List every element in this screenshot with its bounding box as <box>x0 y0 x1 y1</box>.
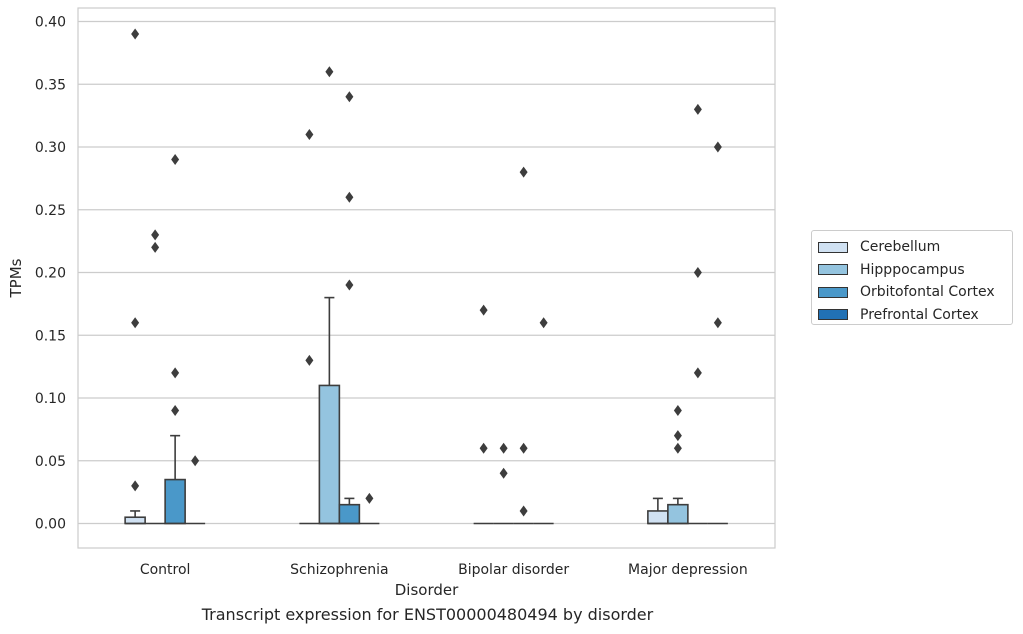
legend-label: Cerebellum <box>860 239 941 256</box>
outlier-point <box>693 367 702 379</box>
x-tick-label: Schizophrenia <box>290 562 388 578</box>
outlier-point <box>305 128 314 140</box>
outlier-point <box>519 166 528 178</box>
legend-swatch <box>818 309 848 321</box>
outlier-point <box>519 505 528 517</box>
outlier-point <box>345 279 354 291</box>
outlier-point <box>325 66 334 78</box>
outlier-points <box>131 28 722 517</box>
box-series <box>124 296 728 525</box>
legend-item-prefrontal: Prefrontal Cortex <box>818 304 1006 327</box>
outlier-point <box>305 354 314 366</box>
plot-frame <box>77 7 776 549</box>
outlier-point <box>191 455 200 467</box>
outlier-point <box>151 229 160 241</box>
legend-label: Hipppocampus <box>860 261 965 278</box>
x-tick-labels: Control Schizophrenia Bipolar disorder Majo… <box>140 562 748 578</box>
box <box>647 510 669 525</box>
legend-swatch <box>818 286 848 298</box>
outlier-point <box>345 91 354 103</box>
box <box>318 384 341 525</box>
legend-label: Prefrontal Cortex <box>860 306 979 323</box>
outlier-point <box>713 317 722 329</box>
legend-item-cerebellum: Cerebellum <box>818 236 1006 259</box>
box <box>124 516 146 525</box>
y-tick-labels: 0.00 0.05 0.10 0.15 0.20 0.25 0.30 0.35 0.40 <box>35 15 66 533</box>
x-tick-label: Control <box>140 562 191 578</box>
figure-caption: Transcript expression for ENST0000048049… <box>201 605 654 624</box>
y-tick-label: 0.20 <box>35 266 66 282</box>
outlier-point <box>171 405 180 417</box>
legend-swatch <box>818 264 848 276</box>
legend: Cerebellum Hipppocampus Orbitofontal Cor… <box>811 230 1013 325</box>
box <box>667 503 689 525</box>
x-tick-label: Major depression <box>628 562 748 578</box>
y-tick-label: 0.35 <box>35 77 66 93</box>
outlier-point <box>499 442 508 454</box>
outlier-point <box>539 317 548 329</box>
y-tick-label: 0.00 <box>35 517 66 533</box>
legend-label: Orbitofontal Cortex <box>860 284 995 301</box>
outlier-point <box>693 267 702 278</box>
y-tick-label: 0.15 <box>35 328 66 344</box>
y-axis-label: TPMs <box>7 258 25 298</box>
outlier-point <box>479 304 488 316</box>
outlier-point <box>365 492 374 504</box>
outlier-point <box>673 442 682 454</box>
outlier-point <box>131 28 140 40</box>
legend-item-hippocampus: Hipppocampus <box>818 259 1006 282</box>
outlier-point <box>673 405 682 417</box>
y-tick-label: 0.30 <box>35 140 66 156</box>
outlier-point <box>479 442 488 454</box>
outlier-point <box>713 141 722 153</box>
outlier-point <box>131 480 140 492</box>
outlier-point <box>673 430 682 442</box>
outlier-point <box>519 442 528 454</box>
legend-swatch <box>818 241 848 253</box>
x-tick-label: Bipolar disorder <box>458 562 569 578</box>
outlier-point <box>151 241 160 253</box>
y-tick-label: 0.40 <box>35 15 66 31</box>
gridlines <box>78 20 775 525</box>
outlier-point <box>171 154 180 166</box>
y-tick-label: 0.25 <box>35 203 66 219</box>
y-tick-label: 0.10 <box>35 391 66 407</box>
outlier-point <box>345 191 354 203</box>
x-axis-label: Disorder <box>395 581 459 599</box>
outlier-point <box>693 103 702 115</box>
outlier-point <box>171 367 180 379</box>
outlier-point <box>499 467 508 479</box>
box <box>338 503 361 525</box>
outlier-point <box>131 317 140 329</box>
y-tick-label: 0.05 <box>35 454 66 470</box>
legend-item-orbitofrontal: Orbitofontal Cortex <box>818 281 1006 304</box>
box <box>164 478 186 525</box>
